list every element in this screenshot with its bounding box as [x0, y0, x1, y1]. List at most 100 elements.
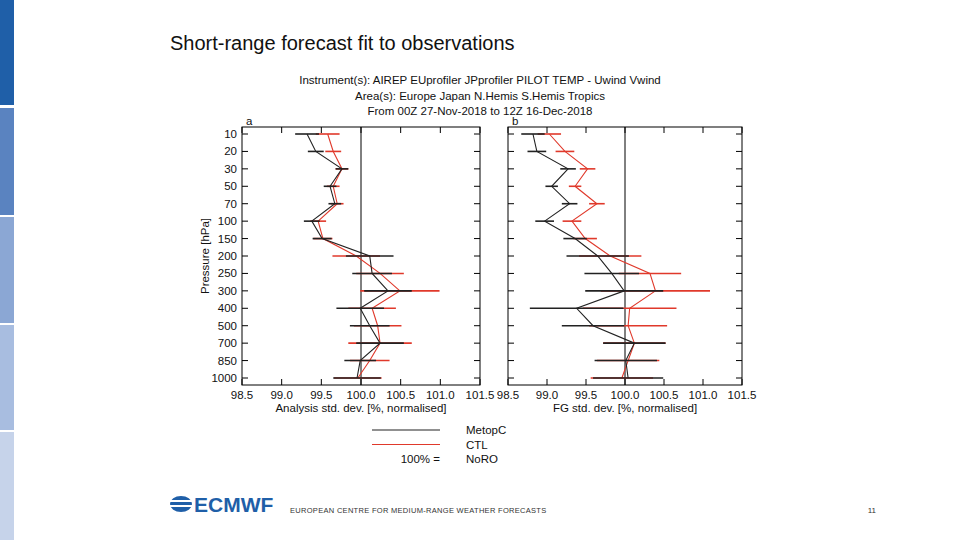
x-tick: [281, 127, 282, 133]
x-tick: [440, 127, 441, 133]
y-tick: [474, 343, 480, 344]
y-tick: [242, 256, 248, 257]
y-tick: [474, 238, 480, 239]
y-tick: [242, 325, 248, 326]
y-tick: [474, 290, 480, 291]
x-tick: [586, 127, 587, 133]
figure-header: Area(s): Europe Japan N.Hemis S.Hemis Tr…: [355, 90, 605, 102]
legend-reference-name: NoRO: [466, 453, 498, 465]
y-tick: [508, 168, 514, 169]
y-tick: [242, 203, 248, 204]
x-tick: [508, 379, 509, 385]
panel-letter: a: [246, 115, 253, 127]
y-tick: [736, 151, 742, 152]
y-tick: [474, 221, 480, 222]
plot-frame: [242, 127, 480, 385]
footer: ECMWFEUROPEAN CENTRE FOR MEDIUM-RANGE WE…: [170, 493, 877, 516]
y-tick: [242, 168, 248, 169]
y-tick-label: 400: [218, 302, 237, 314]
series-line: [549, 134, 655, 378]
y-tick: [474, 256, 480, 257]
y-tick: [474, 151, 480, 152]
y-tick: [474, 203, 480, 204]
y-tick-label: 850: [218, 355, 237, 367]
legend-label: MetopC: [466, 424, 506, 436]
y-tick: [508, 378, 514, 379]
y-tick: [508, 325, 514, 326]
x-tick: [547, 127, 548, 133]
x-tick: [400, 127, 401, 133]
y-tick: [736, 325, 742, 326]
y-tick: [474, 325, 480, 326]
y-tick: [474, 186, 480, 187]
y-tick: [736, 360, 742, 361]
y-tick: [508, 290, 514, 291]
x-tick: [547, 379, 548, 385]
y-tick: [736, 378, 742, 379]
y-tick-label: 20: [224, 145, 237, 157]
y-tick: [736, 256, 742, 257]
x-tick-label: 99.5: [575, 389, 597, 401]
legend: MetopCCTL100% =NoRO: [372, 424, 506, 465]
legend-swatch: [372, 444, 440, 445]
x-axis-label: FG std. dev. [%, normalised]: [553, 402, 697, 414]
y-tick: [736, 238, 742, 239]
x-tick: [440, 379, 441, 385]
legend-swatch: [372, 429, 440, 430]
x-tick: [703, 379, 704, 385]
y-tick: [242, 343, 248, 344]
series-line: [307, 134, 388, 378]
y-tick: [474, 134, 480, 135]
x-tick: [480, 379, 481, 385]
figure-header: Instrument(s): AIREP EUprofiler JPprofil…: [299, 74, 661, 86]
x-tick-label: 101.0: [426, 389, 455, 401]
x-tick: [242, 127, 243, 133]
y-tick-label: 10: [224, 128, 237, 140]
logo-shape: [170, 500, 192, 502]
y-tick: [508, 256, 514, 257]
x-tick-label: 101.5: [728, 389, 757, 401]
y-tick-label: 250: [218, 267, 237, 279]
y-tick: [736, 168, 742, 169]
y-tick: [508, 273, 514, 274]
y-tick: [242, 378, 248, 379]
y-tick-label: 50: [224, 180, 237, 192]
y-tick-label: 300: [218, 285, 237, 297]
panel-letter: b: [512, 115, 518, 127]
y-tick: [474, 308, 480, 309]
x-tick: [321, 379, 322, 385]
x-tick: [703, 127, 704, 133]
y-tick: [474, 273, 480, 274]
x-tick-label: 99.0: [270, 389, 292, 401]
y-tick: [242, 221, 248, 222]
x-tick: [480, 127, 481, 133]
y-tick: [736, 308, 742, 309]
x-tick: [321, 127, 322, 133]
x-tick: [742, 127, 743, 133]
y-tick-label: 70: [224, 198, 237, 210]
data-area: [521, 127, 710, 385]
y-axis-label: Pressure [hPa]: [199, 218, 211, 294]
y-tick-label: 100: [218, 215, 237, 227]
error-bar: [360, 290, 439, 292]
x-tick-label: 100.0: [611, 389, 640, 401]
y-tick: [736, 273, 742, 274]
x-tick: [400, 379, 401, 385]
y-tick: [508, 203, 514, 204]
x-tick: [586, 379, 587, 385]
x-tick: [742, 379, 743, 385]
panel: 98.599.099.5100.0100.5101.0101.510203050…: [199, 115, 494, 414]
y-tick: [508, 360, 514, 361]
x-tick: [242, 379, 243, 385]
y-tick: [736, 186, 742, 187]
series: [295, 134, 412, 378]
x-tick-label: 98.5: [497, 389, 519, 401]
y-tick: [508, 151, 514, 152]
logo-shape: [170, 496, 192, 512]
x-tick: [508, 127, 509, 133]
y-tick: [242, 290, 248, 291]
y-tick: [242, 308, 248, 309]
x-tick-label: 99.0: [536, 389, 558, 401]
logo-shape: [170, 505, 192, 507]
panel: 98.599.099.5100.0100.5101.0101.5bFG std.…: [497, 115, 757, 414]
